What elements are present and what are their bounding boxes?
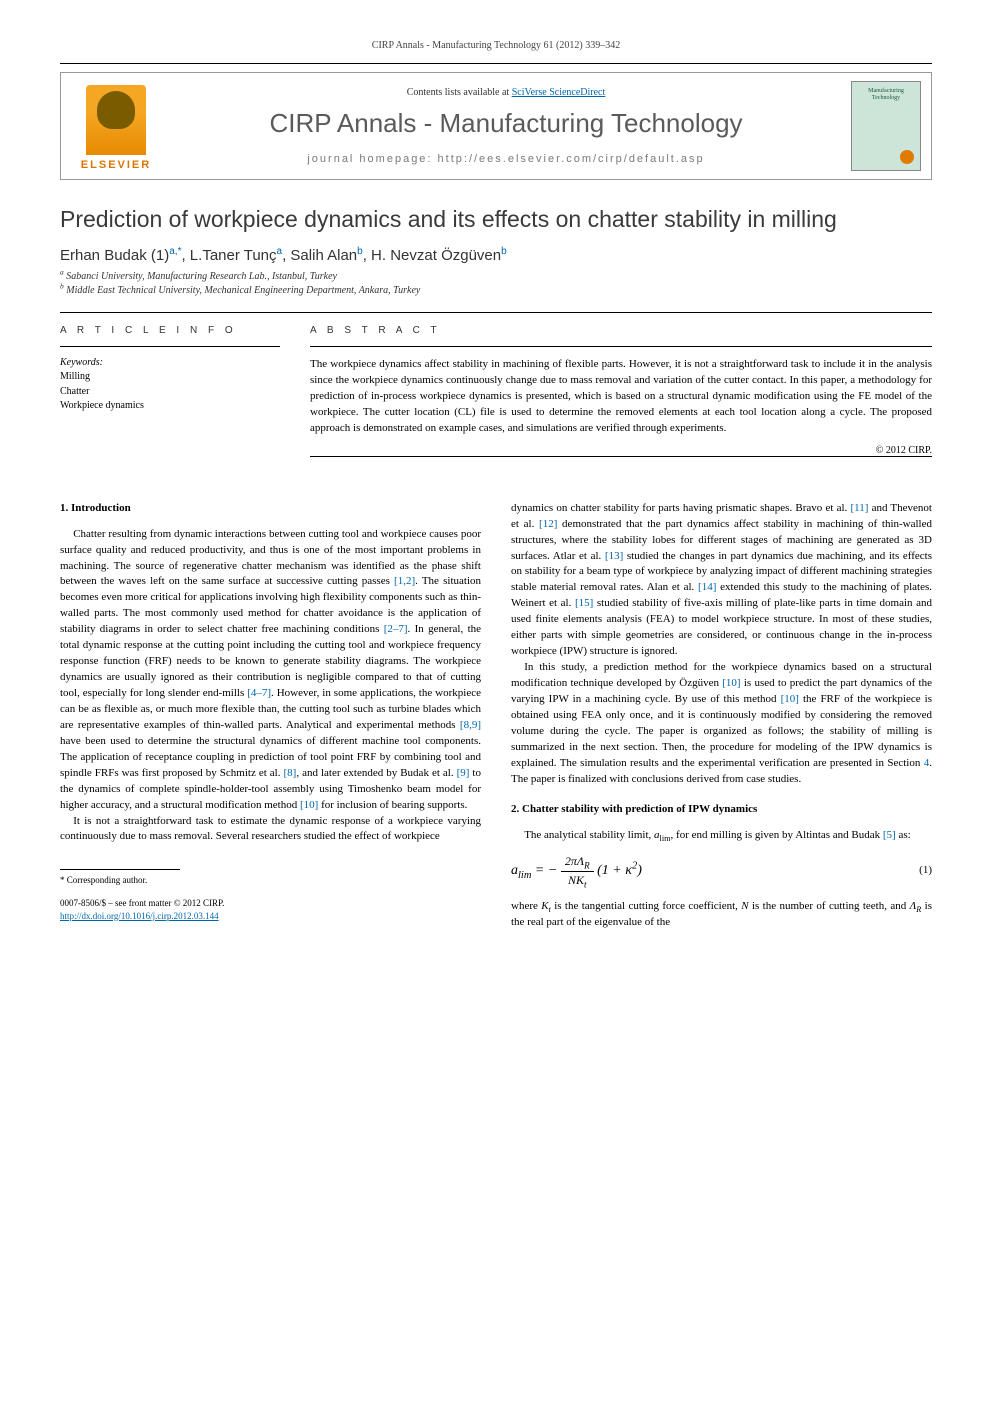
doi-block: 0007-8506/$ – see front matter © 2012 CI…	[60, 897, 481, 922]
section-2-head: 2. Chatter stability with prediction of …	[511, 802, 932, 818]
abstract-copyright: © 2012 CIRP.	[310, 445, 932, 456]
author-list: Erhan Budak (1)a,*, L.Taner Tunça, Salih…	[60, 247, 932, 264]
affiliation-b: b Middle East Technical University, Mech…	[60, 284, 932, 298]
equation-1-row: alim = − 2πΛRNKt (1 + κ2) (1)	[511, 853, 932, 889]
doi-link[interactable]: http://dx.doi.org/10.1016/j.cirp.2012.03…	[60, 911, 219, 921]
journal-name: CIRP Annals - Manufacturing Technology	[183, 108, 829, 139]
section-1-head: 1. Introduction	[60, 501, 481, 517]
equation-1-number: (1)	[919, 863, 932, 879]
affiliations: a Sabanci University, Manufacturing Rese…	[60, 270, 932, 298]
article-info-col: A R T I C L E I N F O Keywords: Milling …	[60, 313, 280, 467]
masthead: ELSEVIER Contents lists available at Sci…	[60, 72, 932, 180]
contents-prefix: Contents lists available at	[407, 87, 512, 98]
journal-homepage: journal homepage: http://ees.elsevier.co…	[183, 153, 829, 165]
abstract-text: The workpiece dynamics affect stability …	[310, 357, 932, 437]
abstract-head: A B S T R A C T	[310, 325, 932, 336]
abstract-rule-top	[310, 346, 932, 347]
equation-1: alim = − 2πΛRNKt (1 + κ2)	[511, 853, 642, 889]
s1-p4: In this study, a prediction method for t…	[511, 660, 932, 788]
running-head: CIRP Annals - Manufacturing Technology 6…	[60, 40, 932, 51]
article-info-head: A R T I C L E I N F O	[60, 325, 280, 336]
abstract-col: A B S T R A C T The workpiece dynamics a…	[310, 313, 932, 467]
right-column: dynamics on chatter stability for parts …	[511, 501, 932, 931]
left-column: 1. Introduction Chatter resulting from d…	[60, 501, 481, 931]
sciencedirect-link[interactable]: SciVerse ScienceDirect	[512, 87, 606, 98]
cover-title: Manufacturing Technology	[856, 88, 916, 101]
footnote-rule	[60, 869, 180, 870]
affiliation-a: a Sabanci University, Manufacturing Rese…	[60, 270, 932, 284]
s1-p3: dynamics on chatter stability for parts …	[511, 501, 932, 660]
publisher-logo-box: ELSEVIER	[61, 73, 171, 179]
contents-line: Contents lists available at SciVerse Sci…	[183, 87, 829, 98]
body-columns: 1. Introduction Chatter resulting from d…	[60, 501, 932, 931]
corresponding-footnote: * Corresponding author.	[60, 874, 481, 887]
elsevier-tree-icon	[86, 85, 146, 155]
s2-p2: where Kt is the tangential cutting force…	[511, 899, 932, 931]
front-matter-line: 0007-8506/$ – see front matter © 2012 CI…	[60, 897, 481, 910]
keyword-1: Milling	[60, 370, 280, 385]
s1-p2: It is not a straightforward task to esti…	[60, 814, 481, 846]
keyword-3: Workpiece dynamics	[60, 399, 280, 414]
top-rule	[60, 63, 932, 64]
keyword-2: Chatter	[60, 385, 280, 400]
keywords-head: Keywords:	[60, 357, 280, 368]
article-title: Prediction of workpiece dynamics and its…	[60, 206, 932, 233]
s1-p1: Chatter resulting from dynamic interacti…	[60, 527, 481, 814]
masthead-center: Contents lists available at SciVerse Sci…	[171, 73, 841, 179]
abstract-rule-bottom	[310, 456, 932, 457]
s2-p1: The analytical stability limit, alim, fo…	[511, 828, 932, 844]
publisher-name: ELSEVIER	[81, 159, 151, 171]
info-abstract-row: A R T I C L E I N F O Keywords: Milling …	[60, 313, 932, 467]
journal-cover-thumb: Manufacturing Technology	[851, 81, 921, 171]
info-rule	[60, 346, 280, 347]
journal-cover-box: Manufacturing Technology	[841, 73, 931, 179]
